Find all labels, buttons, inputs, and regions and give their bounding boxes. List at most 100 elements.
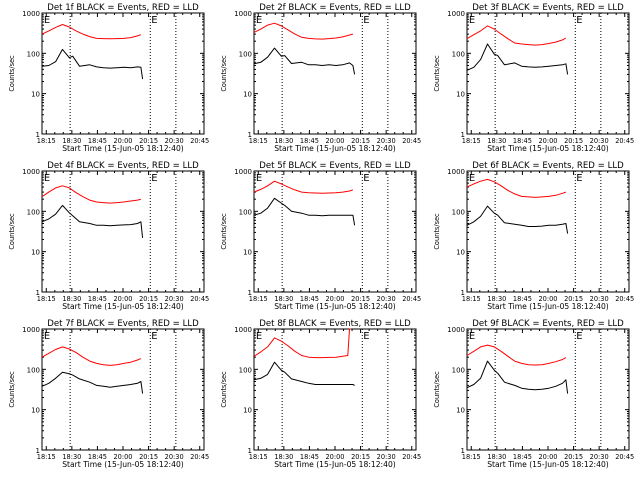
x-tick-label: 18:30 [487, 295, 506, 303]
x-axis-label: Start Time (15-Jun-05 18:12:40) [62, 460, 184, 469]
y-tick-label: 10 [243, 91, 252, 99]
y-axis-label: Counts/sec [220, 213, 228, 250]
series-events-black [41, 204, 144, 238]
y-tick-label: 100 [27, 366, 40, 374]
panel-det-3: Det 3f BLACK = Events, RED = LLD 1 10 100 10… [433, 3, 634, 153]
panel-det-1: Det 1f BLACK = Events, RED = LLD 1 10 100 10… [8, 3, 209, 153]
x-tick-label: 20:30 [165, 295, 184, 303]
panel-title: Det 7f BLACK = Events, RED = LLD [47, 319, 199, 329]
y-tick-label: 100 [452, 366, 465, 374]
panel-title: Det 6f BLACK = Events, RED = LLD [472, 161, 624, 171]
panel-det-9: Det 9f BLACK = Events, RED = LLD 1 10 100 10… [433, 319, 634, 469]
x-tick-label: 18:45 [88, 453, 107, 461]
event-marker: E [363, 331, 369, 342]
x-tick-label: 18:45 [513, 453, 532, 461]
panel-title: Det 4f BLACK = Events, RED = LLD [47, 161, 199, 171]
x-tick-label: 20:15 [139, 453, 158, 461]
y-axis-label: Counts/sec [220, 55, 228, 92]
panel-title: Det 1f BLACK = Events, RED = LLD [47, 3, 199, 13]
y-tick-label: 1000 [22, 10, 40, 18]
event-marker: E [256, 15, 262, 26]
x-axis-label: Start Time (15-Jun-05 18:12:40) [62, 144, 184, 153]
event-marker: E [44, 331, 50, 342]
x-tick-label: 20:00 [538, 453, 557, 461]
x-tick-label: 18:45 [88, 295, 107, 303]
x-axis-label: Start Time (15-Jun-05 18:12:40) [274, 302, 396, 311]
x-tick-label: 18:15 [37, 453, 56, 461]
event-marker: E [363, 15, 369, 26]
y-tick-label: 1 [461, 289, 465, 297]
series-events-black [466, 360, 569, 394]
series-events-black [253, 47, 356, 75]
y-tick-label: 1000 [447, 326, 465, 334]
x-tick-label: 20:00 [538, 137, 557, 145]
y-tick-label: 100 [27, 50, 40, 58]
y-tick-label: 1 [248, 289, 252, 297]
y-tick-label: 1 [36, 289, 40, 297]
plot-frame [466, 12, 630, 135]
event-marker: E [256, 173, 262, 184]
series-events-black [253, 361, 355, 386]
x-axis-label: Start Time (15-Jun-05 18:12:40) [62, 302, 184, 311]
x-tick-label: 20:45 [615, 137, 634, 145]
x-tick-label: 18:30 [274, 453, 293, 461]
event-marker: E [151, 15, 157, 26]
event-marker: E [576, 331, 582, 342]
x-tick-label: 20:30 [590, 137, 609, 145]
x-tick-label: 18:30 [62, 137, 81, 145]
x-tick-label: 18:15 [249, 137, 268, 145]
x-tick-label: 18:15 [462, 137, 481, 145]
x-tick-label: 20:45 [190, 453, 209, 461]
x-axis-label: Start Time (15-Jun-05 18:12:40) [487, 460, 609, 469]
panel-det-6: Det 6f BLACK = Events, RED = LLD 1 10 100 10… [433, 161, 634, 311]
x-tick-label: 20:30 [590, 295, 609, 303]
x-tick-label: 20:00 [538, 295, 557, 303]
x-tick-label: 18:45 [88, 137, 107, 145]
y-tick-label: 1000 [234, 326, 252, 334]
y-tick-label: 10 [243, 407, 252, 415]
x-tick-label: 20:00 [113, 295, 132, 303]
x-tick-label: 20:30 [377, 453, 396, 461]
event-marker: E [469, 331, 475, 342]
event-marker: E [44, 173, 50, 184]
y-tick-label: 100 [239, 50, 252, 58]
event-marker: E [576, 173, 582, 184]
y-tick-label: 1 [36, 447, 40, 455]
series-events-black [466, 43, 569, 75]
x-axis-label: Start Time (15-Jun-05 18:12:40) [487, 302, 609, 311]
x-tick-label: 20:00 [325, 453, 344, 461]
x-tick-label: 18:15 [249, 453, 268, 461]
event-marker: E [151, 331, 157, 342]
x-tick-label: 20:00 [113, 137, 132, 145]
y-tick-label: 100 [239, 366, 252, 374]
y-tick-label: 10 [31, 407, 40, 415]
plot-frame [41, 12, 205, 135]
x-tick-label: 18:15 [37, 295, 56, 303]
plot-frame [466, 328, 630, 451]
x-tick-label: 20:15 [139, 295, 158, 303]
x-tick-label: 18:30 [62, 453, 81, 461]
x-tick-label: 18:45 [513, 295, 532, 303]
series-lld-red [466, 178, 567, 198]
x-tick-label: 20:30 [165, 137, 184, 145]
plot-frame [253, 328, 417, 451]
series-lld-red [41, 346, 142, 366]
y-tick-label: 10 [456, 249, 465, 257]
x-tick-label: 18:30 [62, 295, 81, 303]
x-tick-label: 20:15 [139, 137, 158, 145]
y-axis-label: Counts/sec [8, 55, 16, 92]
x-tick-label: 20:45 [402, 295, 421, 303]
y-tick-label: 1000 [22, 326, 40, 334]
plot-frame [253, 12, 417, 135]
plot-frame [41, 328, 205, 451]
x-tick-label: 18:15 [37, 137, 56, 145]
event-marker: E [151, 173, 157, 184]
plot-frame [41, 170, 205, 293]
y-axis-label: Counts/sec [433, 55, 441, 92]
panel-title: Det 2f BLACK = Events, RED = LLD [259, 3, 411, 13]
series-lld-red [253, 180, 354, 194]
x-tick-label: 20:45 [190, 295, 209, 303]
x-tick-label: 18:15 [462, 453, 481, 461]
y-tick-label: 1 [461, 131, 465, 139]
y-tick-label: 100 [27, 208, 40, 216]
